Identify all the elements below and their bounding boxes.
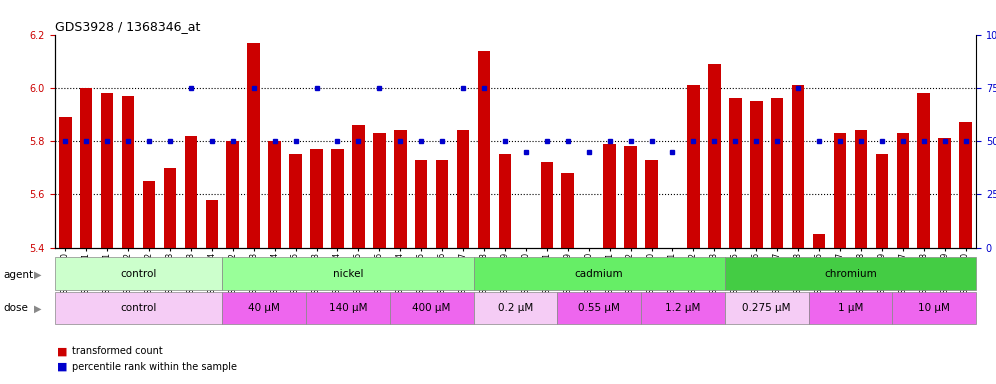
Text: 0.55 μM: 0.55 μM: [579, 303, 621, 313]
Bar: [541, 162, 553, 248]
Text: 10 μM: 10 μM: [918, 303, 950, 313]
Bar: [80, 88, 93, 248]
Bar: [353, 125, 365, 248]
Bar: [725, 292, 809, 324]
Text: cadmium: cadmium: [575, 268, 623, 279]
Bar: [792, 85, 805, 248]
Bar: [394, 131, 406, 248]
Bar: [666, 248, 678, 258]
Bar: [604, 144, 616, 248]
Bar: [457, 131, 469, 248]
Text: 140 μM: 140 μM: [329, 303, 368, 313]
Bar: [473, 292, 558, 324]
Bar: [222, 292, 306, 324]
Text: 400 μM: 400 μM: [412, 303, 451, 313]
Bar: [478, 51, 490, 248]
Bar: [306, 292, 389, 324]
Text: dose: dose: [3, 303, 28, 313]
Bar: [875, 154, 888, 248]
Bar: [55, 292, 222, 324]
Text: 1.2 μM: 1.2 μM: [665, 303, 700, 313]
Bar: [415, 160, 427, 248]
Bar: [725, 257, 976, 290]
Bar: [834, 133, 847, 248]
Bar: [896, 133, 909, 248]
Text: percentile rank within the sample: percentile rank within the sample: [72, 362, 237, 372]
Bar: [813, 234, 826, 248]
Text: ▶: ▶: [34, 303, 42, 313]
Bar: [687, 85, 700, 248]
Bar: [645, 160, 657, 248]
Bar: [122, 96, 134, 248]
Bar: [310, 149, 323, 248]
Text: ■: ■: [57, 346, 68, 356]
Bar: [374, 133, 385, 248]
Bar: [499, 154, 511, 248]
Bar: [59, 117, 72, 248]
Text: GDS3928 / 1368346_at: GDS3928 / 1368346_at: [55, 20, 200, 33]
Text: 0.275 μM: 0.275 μM: [742, 303, 791, 313]
Text: nickel: nickel: [333, 268, 364, 279]
Bar: [938, 139, 951, 248]
Bar: [583, 248, 595, 256]
Bar: [331, 149, 344, 248]
Bar: [289, 154, 302, 248]
Bar: [708, 64, 721, 248]
Bar: [473, 257, 725, 290]
Text: control: control: [121, 268, 156, 279]
Text: ■: ■: [57, 362, 68, 372]
Bar: [558, 292, 641, 324]
Bar: [771, 99, 784, 248]
Bar: [520, 248, 532, 258]
Text: 1 μM: 1 μM: [838, 303, 864, 313]
Text: transformed count: transformed count: [72, 346, 162, 356]
Bar: [729, 99, 742, 248]
Bar: [247, 43, 260, 248]
Bar: [142, 181, 155, 248]
Bar: [892, 292, 976, 324]
Bar: [101, 93, 114, 248]
Bar: [750, 101, 763, 248]
Bar: [222, 257, 473, 290]
Bar: [624, 146, 636, 248]
Bar: [959, 122, 972, 248]
Bar: [55, 257, 222, 290]
Text: ▶: ▶: [34, 270, 42, 280]
Text: agent: agent: [3, 270, 33, 280]
Bar: [268, 141, 281, 248]
Bar: [641, 292, 725, 324]
Bar: [184, 136, 197, 248]
Text: chromium: chromium: [824, 268, 876, 279]
Bar: [917, 93, 930, 248]
Text: 0.2 μM: 0.2 μM: [498, 303, 533, 313]
Bar: [436, 160, 448, 248]
Bar: [163, 168, 176, 248]
Bar: [226, 141, 239, 248]
Bar: [389, 292, 473, 324]
Bar: [562, 173, 574, 248]
Text: 40 μM: 40 μM: [248, 303, 280, 313]
Bar: [855, 131, 868, 248]
Bar: [809, 292, 892, 324]
Bar: [205, 200, 218, 248]
Text: control: control: [121, 303, 156, 313]
